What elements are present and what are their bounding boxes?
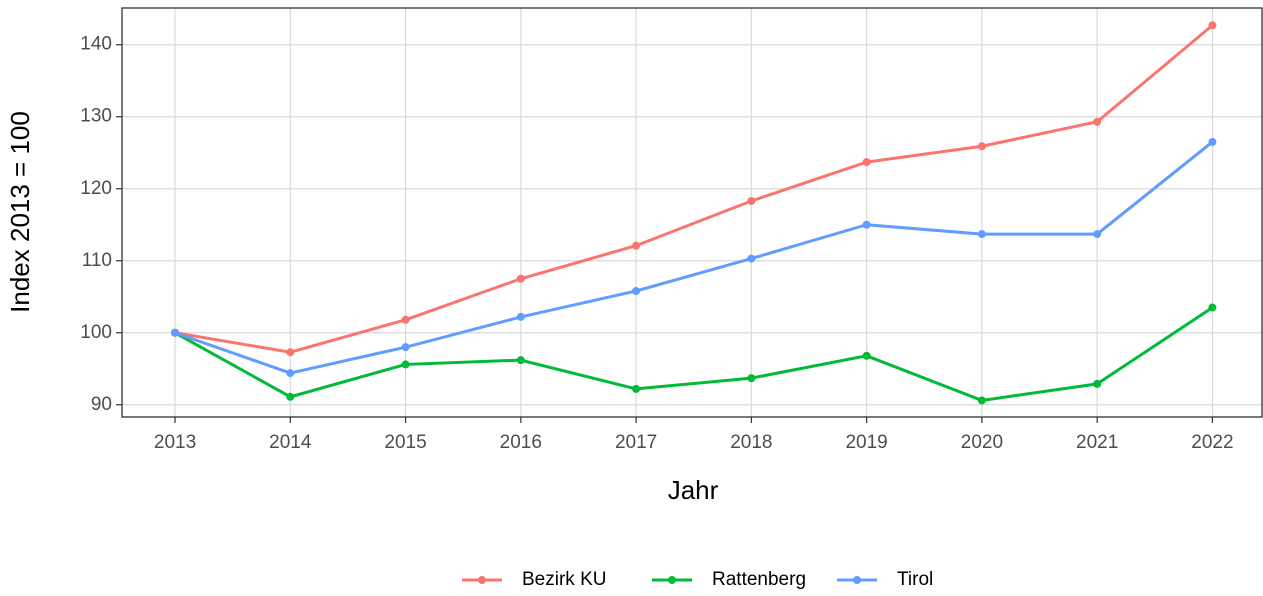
point [1208,303,1217,312]
x-tick-label: 2019 [845,432,887,453]
x-tick-label: 2018 [730,432,772,453]
x-tick-label: 2017 [615,432,657,453]
point [401,343,410,352]
x-axis-label: Jahr [668,475,719,505]
point [1093,117,1102,126]
point [747,374,756,383]
legend-label: Rattenberg [712,569,806,590]
line [174,24,1214,354]
point [1093,230,1102,239]
point [516,312,525,321]
point [747,196,756,205]
point [862,220,871,229]
point [977,142,986,151]
x-tick-label: 2022 [1191,432,1233,453]
point [286,392,295,401]
legend-label: Bezirk KU [522,569,606,590]
legend-label: Tirol [897,569,933,590]
point [516,356,525,365]
line [174,306,1214,402]
point [286,348,295,357]
point [862,351,871,360]
point [516,274,525,283]
x-tick-label: 2015 [384,432,426,453]
point [286,369,295,378]
x-tick-label: 2014 [269,432,312,453]
y-tick-label: 110 [82,250,112,271]
panel-border [121,7,1263,418]
legend-key-point [668,576,676,584]
x-tick-label: 2013 [154,432,196,453]
legend-key-point [478,576,486,584]
x-tick-label: 2020 [961,432,1003,453]
point [171,328,180,337]
point [1208,137,1217,146]
y-tick-label: 90 [91,394,112,415]
y-tick-label: 130 [80,106,112,127]
point [1208,21,1217,30]
point [977,230,986,239]
point [1093,379,1102,388]
point [401,315,410,324]
y-tick-label: 140 [80,34,112,55]
point [977,396,986,405]
legend-key-point [853,576,861,584]
x-tick-label: 2021 [1076,432,1118,453]
point [401,360,410,369]
point [747,254,756,263]
point [632,286,641,295]
x-tick-label: 2016 [500,432,542,453]
y-axis-label: Index 2013 = 100 [5,111,35,313]
y-tick-label: 100 [80,322,112,343]
y-tick-label: 120 [80,178,112,199]
line [174,140,1214,375]
point [862,158,871,167]
point [632,241,641,250]
point [632,384,641,393]
